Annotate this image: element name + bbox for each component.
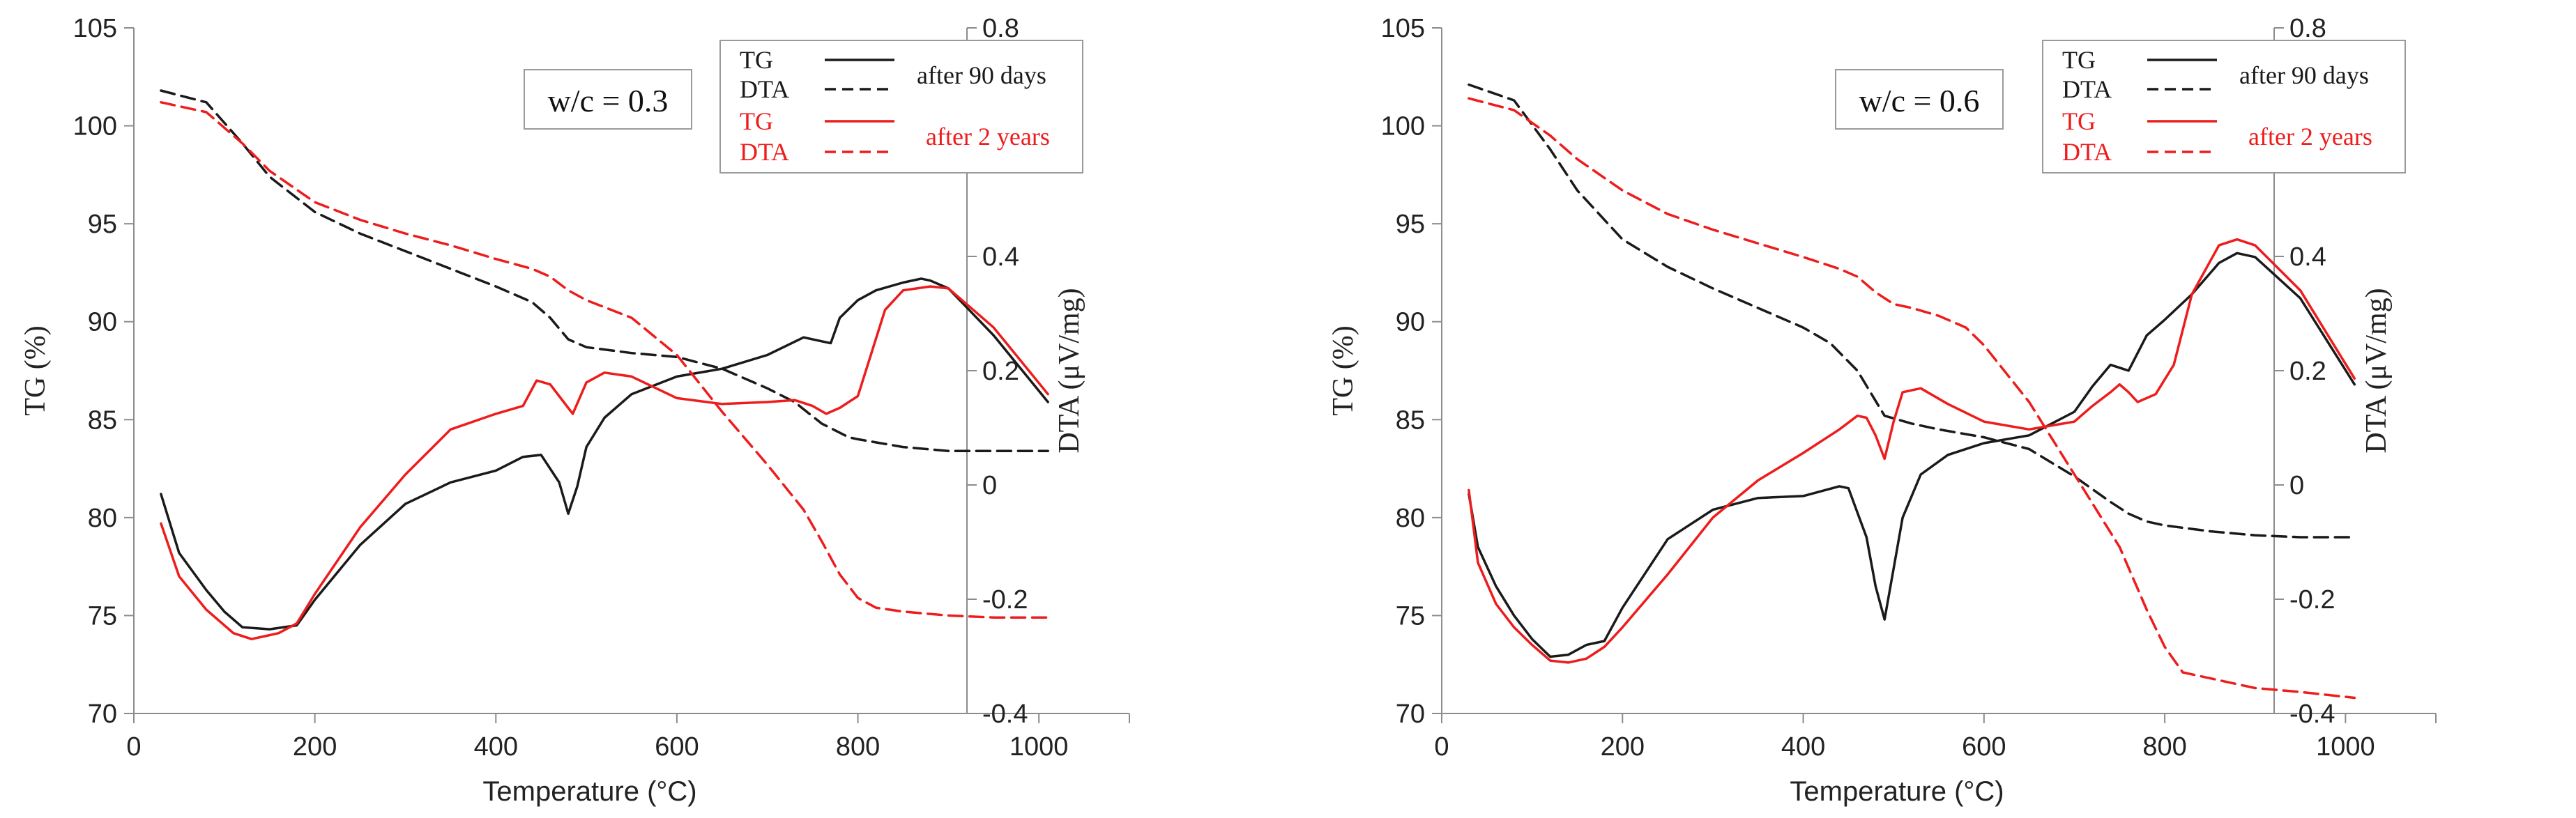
legend-entry-label: DTA [2062, 75, 2112, 103]
y-left-tick-label: 80 [88, 504, 117, 533]
annotation-box [1835, 69, 2004, 130]
y-right-tick-label: 0 [982, 471, 997, 500]
y-right-tick-label: 0 [2289, 471, 2304, 500]
x-tick-label: 600 [655, 732, 699, 762]
y-axis-right-title: DTA (μV/mg) [1053, 288, 1085, 453]
y-left-tick-label: 85 [1396, 406, 1425, 435]
x-tick-label: 200 [293, 732, 337, 762]
y-left-tick-label: 105 [1381, 14, 1425, 43]
y-right-tick-label: 0.4 [982, 242, 1019, 272]
x-axis-title: Temperature (°C) [482, 776, 696, 807]
y-left-tick-label: 100 [1381, 112, 1425, 141]
legend-entry-label: TG [740, 46, 773, 74]
legend-box [719, 40, 1083, 173]
legend-group-label: after 90 days [2239, 61, 2369, 89]
y-right-tick-label: 0.8 [2289, 14, 2326, 43]
x-tick-label: 400 [1781, 732, 1825, 762]
y-left-tick-label: 75 [88, 601, 117, 631]
legend-box [2042, 40, 2406, 173]
x-tick-label: 800 [2142, 732, 2186, 762]
y-left-tick-label: 70 [1396, 700, 1425, 729]
legend-group-label: after 2 years [926, 123, 1050, 151]
x-tick-label: 200 [1601, 732, 1645, 762]
y-left-tick-label: 85 [88, 406, 117, 435]
y-left-tick-label: 90 [88, 308, 117, 337]
y-left-tick-label: 70 [88, 700, 117, 729]
legend-group-label: after 90 days [917, 61, 1046, 89]
annotation-box [524, 69, 692, 130]
y-axis-left-title: TG (%) [20, 325, 52, 415]
series-line-red-solid [1468, 238, 2356, 664]
y-right-tick-label: -0.4 [2289, 700, 2335, 729]
x-tick-label: 1000 [1009, 732, 1069, 762]
y-left-tick-label: 90 [1396, 308, 1425, 337]
series-line-black-solid [1468, 252, 2356, 658]
chart-panel-left: 0 200 400 600 800 1000 70 75 80 85 90 95 100 105 -0.4 -… [20, 14, 1130, 807]
legend-entry-label: DTA [740, 75, 789, 103]
y-axis-left-title: TG (%) [1327, 325, 1359, 415]
series-line-red-solid [160, 285, 1049, 640]
y-right-tick-label: 0.4 [2289, 242, 2326, 272]
y-right-tick-label: 0.2 [2289, 357, 2326, 386]
y-left-tick-label: 105 [73, 14, 117, 43]
y-left-tick-label: 75 [1396, 601, 1425, 631]
y-right-tick-label: -0.2 [2289, 585, 2335, 615]
series-line-black-solid [160, 277, 1049, 631]
legend-entry-label: TG [2062, 107, 2096, 135]
series-line-red-dashed [160, 101, 1049, 619]
annotation-label: w/c = 0.6 [1859, 83, 1980, 118]
x-axis-title: Temperature (°C) [1790, 776, 2004, 807]
legend-entry-label: DTA [2062, 138, 2112, 166]
series-line-red-dashed [1468, 97, 2356, 700]
y-left-tick-label: 95 [1396, 210, 1425, 239]
y-right-tick-label: -0.4 [982, 700, 1028, 729]
legend-group-label: after 2 years [2248, 123, 2372, 151]
x-tick-label: 400 [474, 732, 518, 762]
legend-entry-label: TG [2062, 46, 2096, 74]
chart-panel-right: 0 200 400 600 800 1000 70 75 80 85 90 95 100 105 -0.4 -… [1327, 14, 2437, 807]
x-tick-label: 800 [836, 732, 880, 762]
y-right-tick-label: 0.2 [982, 357, 1019, 386]
legend-entry-label: TG [740, 107, 773, 135]
x-tick-label: 0 [126, 732, 141, 762]
y-right-tick-label: -0.2 [982, 585, 1028, 615]
series-line-black-dashed [160, 89, 1049, 453]
y-axis-right-title: DTA (μV/mg) [2361, 288, 2393, 453]
legend-entry-label: DTA [740, 138, 789, 166]
x-tick-label: 1000 [2316, 732, 2375, 762]
x-tick-label: 0 [1434, 732, 1449, 762]
series-line-black-dashed [1468, 83, 2356, 539]
annotation-label: w/c = 0.3 [548, 83, 669, 118]
y-left-tick-label: 100 [73, 112, 117, 141]
x-tick-label: 600 [1962, 732, 2006, 762]
y-right-tick-label: 0.8 [982, 14, 1019, 43]
y-left-tick-label: 95 [88, 210, 117, 239]
y-left-tick-label: 80 [1396, 504, 1425, 533]
